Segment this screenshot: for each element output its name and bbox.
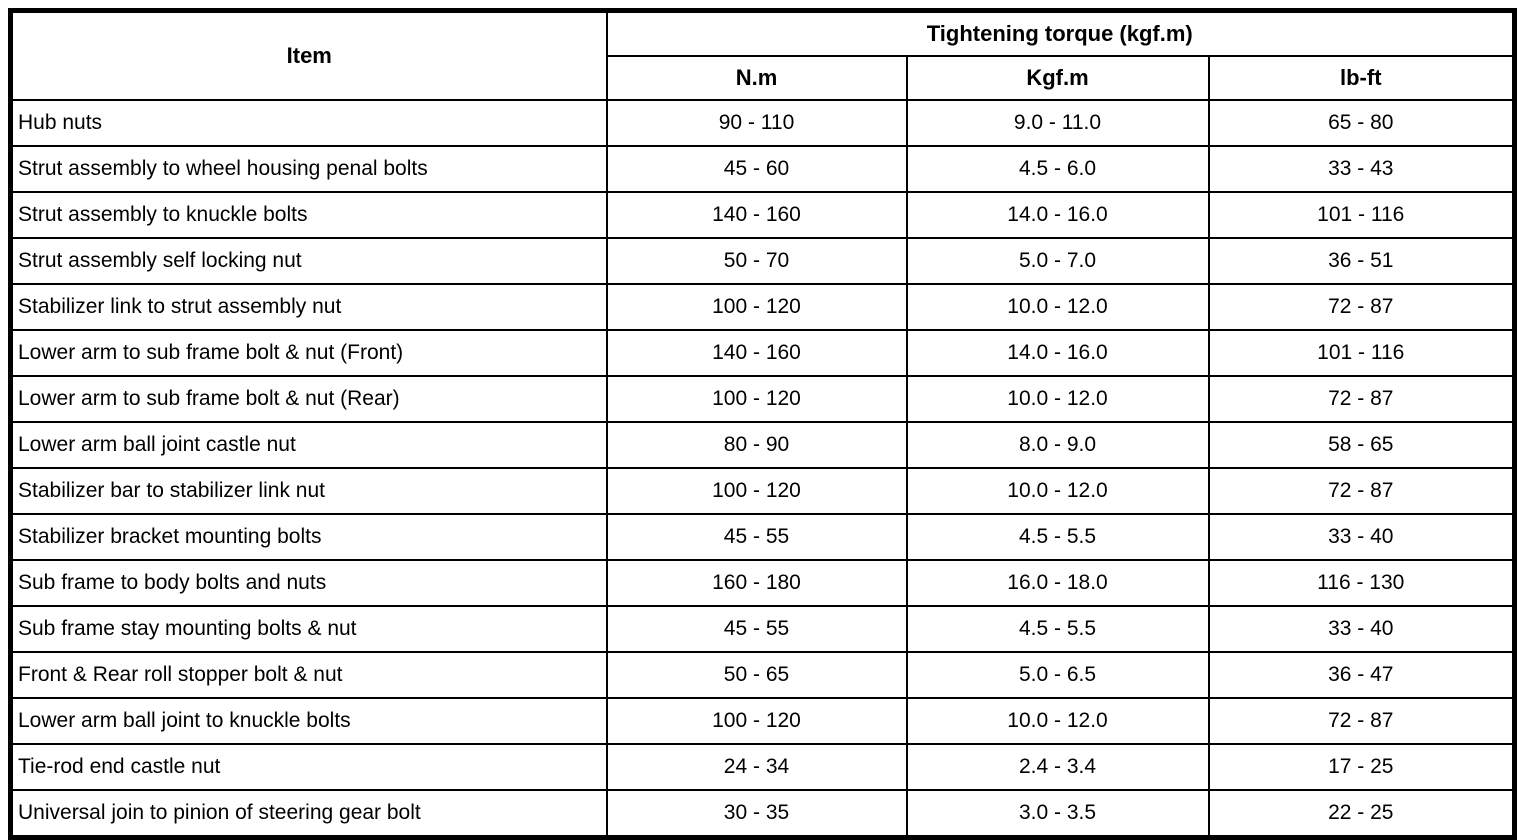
item-cell: Stabilizer bar to stabilizer link nut	[9, 467, 608, 515]
kgfm-value-cell: 9.0 - 11.0	[905, 99, 1210, 147]
lbft-value-cell: 36 - 51	[1207, 237, 1516, 285]
kgfm-column-header: Kgf.m	[905, 55, 1210, 101]
lbft-value-cell: 116 - 130	[1207, 559, 1516, 607]
kgfm-value-cell: 14.0 - 16.0	[905, 191, 1210, 239]
table-row: Stabilizer bracket mounting bolts 45 - 55…	[9, 513, 1516, 561]
nm-value-cell: 140 - 160	[605, 329, 908, 377]
item-cell: Front & Rear roll stopper bolt & nut	[9, 651, 608, 699]
item-cell: Stabilizer link to strut assembly nut	[9, 283, 608, 331]
item-cell: Stabilizer bracket mounting bolts	[9, 513, 608, 561]
table-row: Strut assembly to knuckle bolts 140 - 160…	[9, 191, 1516, 239]
kgfm-value-cell: 5.0 - 6.5	[905, 651, 1210, 699]
nm-value-cell: 45 - 55	[605, 513, 908, 561]
table-row: Strut assembly self locking nut 50 - 70 5.…	[9, 237, 1516, 285]
lbft-value-cell: 72 - 87	[1207, 697, 1516, 745]
table-row: Lower arm to sub frame bolt & nut (Rear)…	[9, 375, 1516, 423]
table-row: Universal join to pinion of steering gea…	[9, 789, 1516, 839]
table-row: Sub frame to body bolts and nuts 160 - 18…	[9, 559, 1516, 607]
table-row: Strut assembly to wheel housing penal bo…	[9, 145, 1516, 193]
lbft-value-cell: 72 - 87	[1207, 283, 1516, 331]
kgfm-value-cell: 10.0 - 12.0	[905, 697, 1210, 745]
tightening-torque-table: Item Tightening torque (kgf.m) N.m Kgf.m l…	[8, 8, 1518, 840]
lbft-value-cell: 22 - 25	[1207, 789, 1516, 839]
table-row: Sub frame stay mounting bolts & nut 45 - …	[9, 605, 1516, 653]
nm-value-cell: 100 - 120	[605, 375, 908, 423]
item-cell: Strut assembly to wheel housing penal bo…	[9, 145, 608, 193]
item-cell: Lower arm ball joint castle nut	[9, 421, 608, 469]
item-cell: Sub frame stay mounting bolts & nut	[9, 605, 608, 653]
nm-value-cell: 100 - 120	[605, 283, 908, 331]
nm-value-cell: 45 - 60	[605, 145, 908, 193]
nm-value-cell: 140 - 160	[605, 191, 908, 239]
lbft-column-header: lb-ft	[1207, 55, 1516, 101]
nm-value-cell: 24 - 34	[605, 743, 908, 791]
lbft-value-cell: 33 - 43	[1207, 145, 1516, 193]
kgfm-value-cell: 10.0 - 12.0	[905, 467, 1210, 515]
nm-value-cell: 80 - 90	[605, 421, 908, 469]
table-row: Lower arm ball joint to knuckle bolts 100…	[9, 697, 1516, 745]
kgfm-value-cell: 4.5 - 5.5	[905, 513, 1210, 561]
nm-value-cell: 100 - 120	[605, 697, 908, 745]
table-row: Lower arm to sub frame bolt & nut (Front…	[9, 329, 1516, 377]
item-cell: Strut assembly self locking nut	[9, 237, 608, 285]
lbft-value-cell: 72 - 87	[1207, 375, 1516, 423]
item-cell: Sub frame to body bolts and nuts	[9, 559, 608, 607]
lbft-value-cell: 101 - 116	[1207, 329, 1516, 377]
nm-value-cell: 50 - 65	[605, 651, 908, 699]
lbft-value-cell: 33 - 40	[1207, 605, 1516, 653]
item-cell: Universal join to pinion of steering gea…	[9, 789, 608, 839]
lbft-value-cell: 101 - 116	[1207, 191, 1516, 239]
kgfm-value-cell: 3.0 - 3.5	[905, 789, 1210, 839]
table-row: Tie-rod end castle nut 24 - 34 2.4 - 3.4 17…	[9, 743, 1516, 791]
nm-value-cell: 45 - 55	[605, 605, 908, 653]
torque-group-header: Tightening torque (kgf.m)	[605, 9, 1516, 57]
kgfm-value-cell: 10.0 - 12.0	[905, 283, 1210, 331]
nm-value-cell: 50 - 70	[605, 237, 908, 285]
item-cell: Lower arm to sub frame bolt & nut (Rear)	[9, 375, 608, 423]
lbft-value-cell: 17 - 25	[1207, 743, 1516, 791]
lbft-value-cell: 72 - 87	[1207, 467, 1516, 515]
table-row: Hub nuts 90 - 110 9.0 - 11.0 65 - 80	[9, 99, 1516, 147]
table-row: Stabilizer link to strut assembly nut 100…	[9, 283, 1516, 331]
kgfm-value-cell: 2.4 - 3.4	[905, 743, 1210, 791]
kgfm-value-cell: 14.0 - 16.0	[905, 329, 1210, 377]
item-column-header: Item	[9, 9, 608, 101]
group-header-row: Item Tightening torque (kgf.m)	[9, 9, 1516, 101]
kgfm-value-cell: 4.5 - 5.5	[905, 605, 1210, 653]
nm-column-header: N.m	[605, 55, 908, 101]
kgfm-value-cell: 10.0 - 12.0	[905, 375, 1210, 423]
page: Item Tightening torque (kgf.m) N.m Kgf.m l…	[8, 8, 1518, 840]
lbft-value-cell: 36 - 47	[1207, 651, 1516, 699]
table-body: Hub nuts 90 - 110 9.0 - 11.0 65 - 80 Strut a…	[9, 99, 1516, 839]
item-cell: Strut assembly to knuckle bolts	[9, 191, 608, 239]
nm-value-cell: 100 - 120	[605, 467, 908, 515]
item-cell: Tie-rod end castle nut	[9, 743, 608, 791]
nm-value-cell: 90 - 110	[605, 99, 908, 147]
kgfm-value-cell: 5.0 - 7.0	[905, 237, 1210, 285]
item-cell: Hub nuts	[9, 99, 608, 147]
item-cell: Lower arm ball joint to knuckle bolts	[9, 697, 608, 745]
lbft-value-cell: 65 - 80	[1207, 99, 1516, 147]
table-row: Stabilizer bar to stabilizer link nut 100…	[9, 467, 1516, 515]
table-row: Front & Rear roll stopper bolt & nut 50 -…	[9, 651, 1516, 699]
item-cell: Lower arm to sub frame bolt & nut (Front…	[9, 329, 608, 377]
kgfm-value-cell: 16.0 - 18.0	[905, 559, 1210, 607]
unit-header-row: N.m Kgf.m lb-ft	[11, 55, 1516, 101]
nm-value-cell: 30 - 35	[605, 789, 908, 839]
lbft-value-cell: 33 - 40	[1207, 513, 1516, 561]
table-header: Item Tightening torque (kgf.m) N.m Kgf.m l…	[9, 9, 1516, 101]
table-row: Lower arm ball joint castle nut 80 - 90 8.…	[9, 421, 1516, 469]
kgfm-value-cell: 8.0 - 9.0	[905, 421, 1210, 469]
lbft-value-cell: 58 - 65	[1207, 421, 1516, 469]
kgfm-value-cell: 4.5 - 6.0	[905, 145, 1210, 193]
nm-value-cell: 160 - 180	[605, 559, 908, 607]
